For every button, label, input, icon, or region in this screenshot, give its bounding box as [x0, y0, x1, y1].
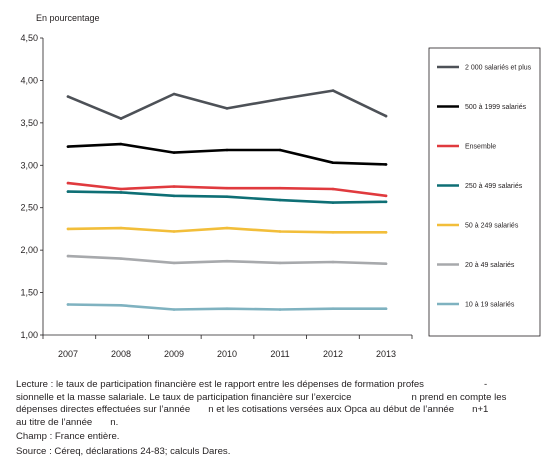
- data-point: [66, 145, 70, 148]
- unit-label: En pourcentage: [36, 13, 100, 23]
- x-tick-label: 2009: [164, 349, 184, 359]
- y-tick-label: 3,00: [20, 160, 38, 170]
- data-point: [278, 308, 282, 311]
- data-point: [384, 307, 388, 310]
- lecture-hyphen: -: [483, 379, 488, 390]
- legend-label: 20 à 49 salariés: [465, 262, 515, 269]
- data-point: [384, 114, 388, 118]
- data-point: [278, 186, 282, 190]
- y-axis: 4,50 4,00 3,50 3,00 2,50 2,00 1,50 1,00: [20, 33, 44, 340]
- data-point: [331, 201, 335, 204]
- champ-note: Champ : France entière.: [16, 431, 120, 443]
- data-point: [278, 148, 282, 152]
- x-tick-label: 2012: [323, 349, 343, 359]
- data-point: [384, 262, 388, 266]
- lecture-line-1: Lecture : le taux de participation finan…: [16, 379, 424, 390]
- legend-label: 2 000 salariés et plus: [465, 65, 532, 72]
- data-point: [331, 231, 335, 234]
- data-point: [225, 226, 229, 230]
- data-point: [225, 195, 229, 198]
- data-point: [172, 185, 176, 188]
- data-point: [172, 308, 176, 311]
- data-point: [172, 92, 176, 96]
- data-point: [119, 257, 123, 260]
- legend-label: 250 à 499 salariés: [465, 183, 523, 190]
- legend-box: [428, 47, 541, 337]
- data-point: [225, 259, 229, 263]
- y-tick-label: 2,00: [20, 245, 38, 255]
- lecture-line-2: sionnelle et la masse salariale. Le taux…: [16, 391, 352, 403]
- y-tick-label: 1,50: [20, 288, 38, 298]
- lecture-line-3: dépenses directes effectuées sur l’année: [16, 404, 191, 416]
- data-point: [278, 261, 282, 265]
- legend-label: Ensemble: [465, 144, 496, 151]
- x-tick-label: 2007: [58, 349, 78, 359]
- x-axis: 2007 2008 2009 2010 2011 2012 2013: [42, 334, 413, 359]
- data-point: [66, 303, 70, 306]
- lecture-line-4-end: n.: [110, 416, 119, 428]
- data-point: [384, 194, 388, 198]
- data-point: [225, 107, 229, 110]
- data-point: [66, 254, 70, 258]
- x-tick-label: 2011: [270, 349, 289, 359]
- y-tick-label: 1,00: [20, 330, 38, 340]
- lecture-line-3-end: n+1: [472, 404, 489, 416]
- data-point: [119, 142, 123, 146]
- data-point: [225, 148, 229, 152]
- data-point: [66, 227, 70, 231]
- x-tick-label: 2010: [217, 349, 237, 359]
- lecture-line-4: au titre de l’année: [16, 416, 93, 428]
- data-point: [225, 186, 229, 190]
- data-point: [119, 191, 123, 194]
- data-point: [172, 194, 176, 198]
- data-point: [225, 307, 229, 310]
- line-chart: En pourcentage 4,50 4,00 3,50 3,00 2,50 2,00 1…: [20, 13, 541, 359]
- chart-notes: Lecture : le taux de participation finan…: [16, 379, 542, 459]
- data-point: [119, 226, 123, 230]
- x-tick-label: 2008: [111, 349, 131, 359]
- data-point: [331, 307, 335, 310]
- data-point: [66, 190, 70, 193]
- data-point: [172, 151, 176, 154]
- data-point: [172, 230, 176, 233]
- data-point: [119, 304, 123, 307]
- data-point: [119, 187, 123, 191]
- y-tick-label: 4,00: [20, 75, 38, 85]
- series-line-2: [66, 142, 388, 166]
- series-layer: [66, 89, 388, 311]
- lecture-line-3-mid: n et les cotisations versées aux Opca au…: [208, 404, 455, 416]
- data-point: [331, 161, 335, 165]
- data-point: [66, 181, 70, 185]
- data-point: [384, 231, 388, 234]
- legend-label: 10 à 19 salariés: [465, 302, 515, 309]
- legend: 2 000 salariés et plus 500 à 1999 salarié…: [428, 47, 541, 337]
- data-point: [119, 117, 123, 120]
- lecture-note: Lecture : le taux de participation finan…: [16, 379, 542, 429]
- data-point: [66, 95, 70, 98]
- x-tick-label: 2013: [376, 349, 396, 359]
- legend-label: 500 à 1999 salariés: [465, 104, 527, 111]
- data-point: [331, 187, 335, 191]
- source-note: Source : Céreq, déclarations 24-83; calc…: [16, 445, 231, 457]
- data-point: [331, 260, 335, 264]
- data-point: [278, 97, 282, 101]
- data-point: [172, 261, 176, 265]
- data-point: [384, 200, 388, 204]
- y-tick-label: 2,50: [20, 203, 38, 213]
- y-tick-label: 3,50: [20, 118, 38, 128]
- y-tick-label: 4,50: [20, 33, 38, 43]
- data-point: [331, 89, 335, 92]
- series-line-1: [66, 89, 388, 120]
- lecture-line-2-end: n prend en compte les: [411, 391, 507, 403]
- data-point: [278, 198, 282, 202]
- legend-label: 50 à 249 salariés: [465, 223, 519, 230]
- data-point: [384, 163, 388, 166]
- data-point: [278, 230, 282, 233]
